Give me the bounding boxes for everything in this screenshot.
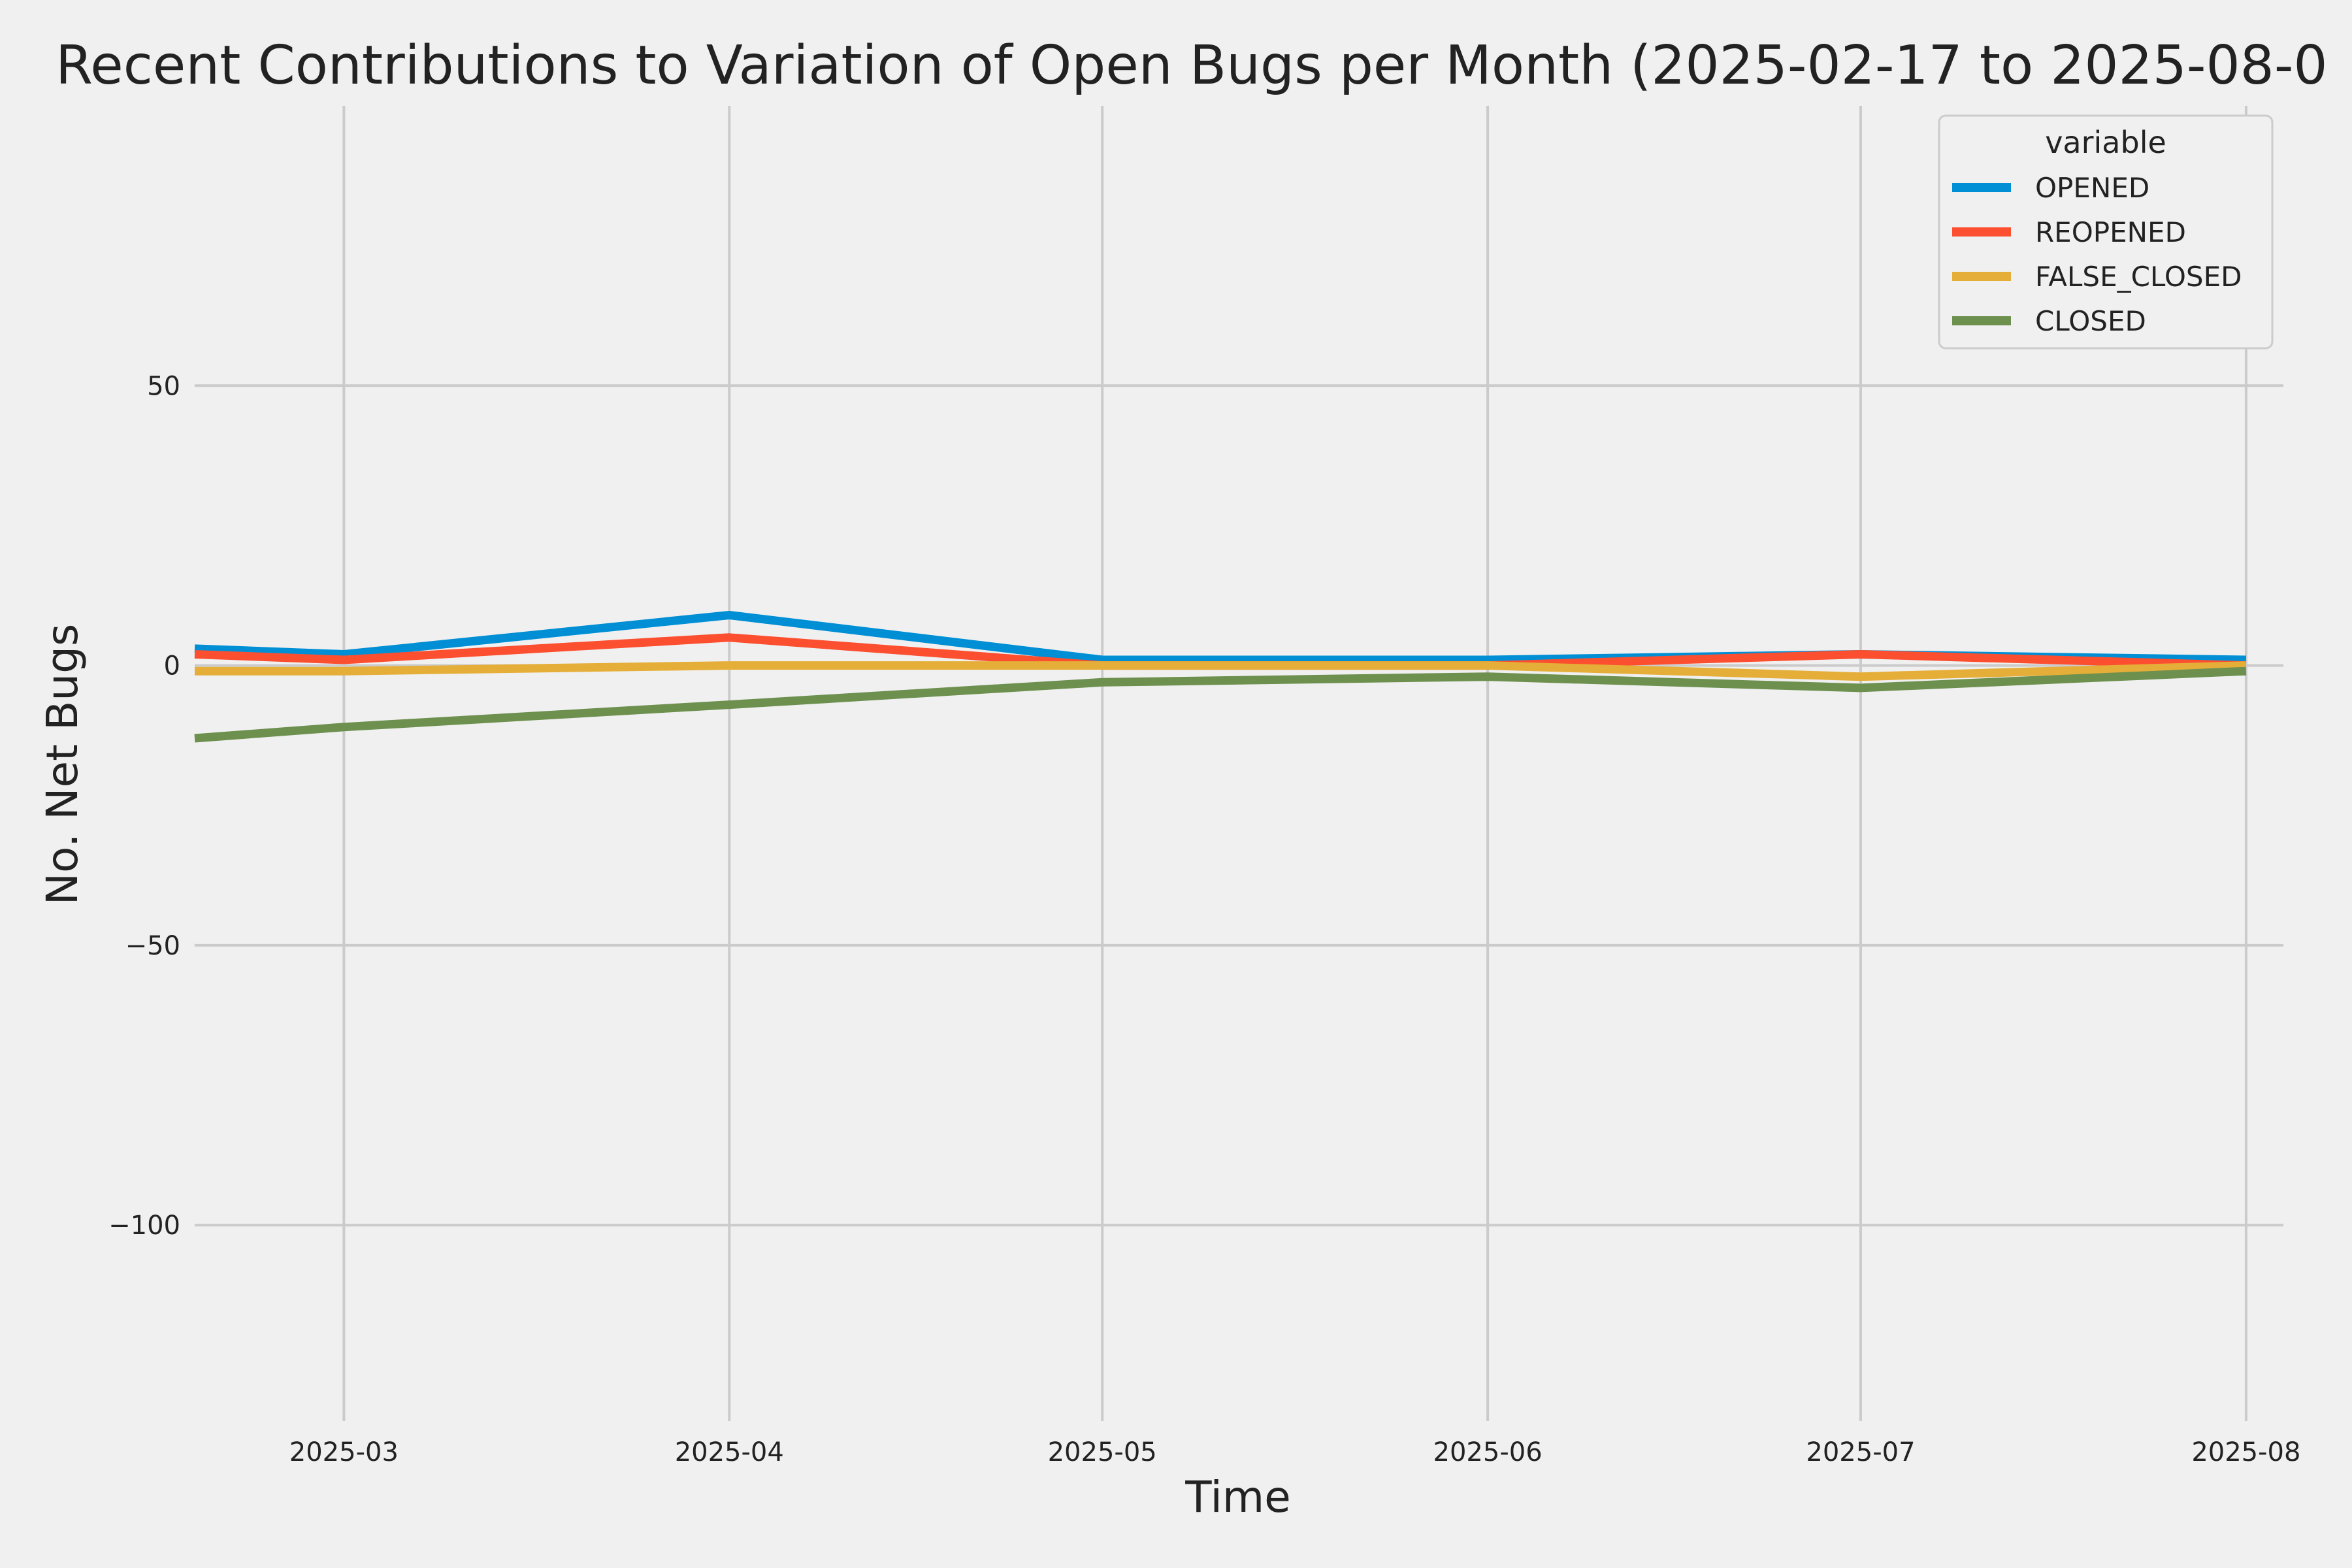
x-tick-label: 2025-08 bbox=[2191, 1437, 2300, 1467]
x-axis-ticks: 2025-03 2025-04 2025-05 2025-06 2025-07 2025-… bbox=[289, 1437, 2301, 1467]
chart-title: Recent Contributions to Variation of Ope… bbox=[56, 35, 2328, 97]
legend-items: OPENED REOPENED FALSE_CLOSED CLOSED bbox=[1952, 172, 2242, 337]
series-lines bbox=[194, 611, 2247, 743]
x-axis-label: Time bbox=[1184, 1472, 1291, 1522]
y-tick-label: 0 bbox=[164, 651, 180, 681]
y-axis-ticks: 50 0 −50 −100 bbox=[108, 371, 180, 1241]
x-tick-label: 2025-03 bbox=[289, 1437, 399, 1467]
x-tick-label: 2025-05 bbox=[1048, 1437, 1157, 1467]
legend-label: FALSE_CLOSED bbox=[2035, 261, 2242, 293]
legend-label: OPENED bbox=[2035, 172, 2149, 204]
legend-label: REOPENED bbox=[2035, 216, 2186, 248]
legend-title: variable bbox=[2045, 125, 2166, 160]
legend: variable OPENED REOPENED FALSE_CLOSED CLOSE… bbox=[1938, 114, 2274, 350]
series-line-false-closed bbox=[195, 661, 2247, 681]
x-tick-label: 2025-07 bbox=[1806, 1437, 1915, 1467]
y-tick-label: −50 bbox=[125, 931, 180, 961]
series-line-closed bbox=[194, 666, 2247, 743]
legend-label: CLOSED bbox=[2035, 305, 2146, 337]
x-tick-label: 2025-04 bbox=[675, 1437, 784, 1467]
legend-box bbox=[1938, 114, 2274, 350]
y-axis-label: No. Net Bugs bbox=[37, 624, 88, 906]
x-tick-label: 2025-06 bbox=[1433, 1437, 1543, 1467]
y-tick-label: 50 bbox=[147, 371, 180, 401]
y-tick-label: −100 bbox=[108, 1211, 180, 1241]
